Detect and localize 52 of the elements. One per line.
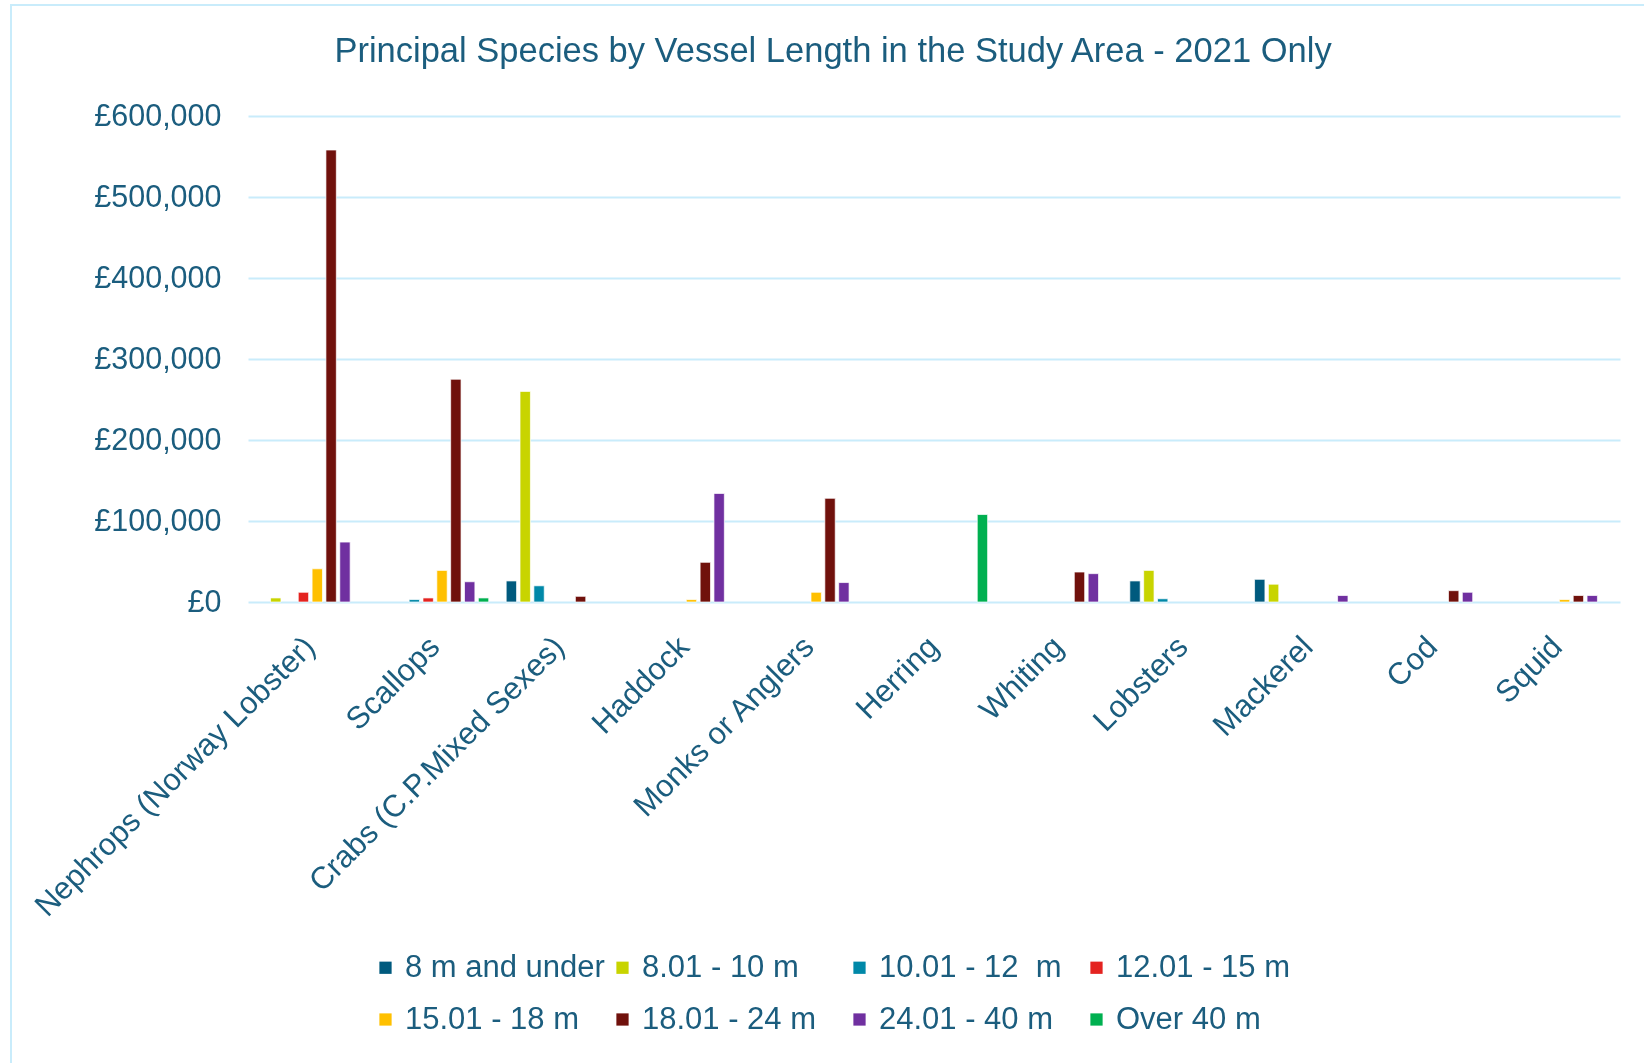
legend-label: 8 m and under [405,948,605,984]
bar [1129,580,1141,603]
bar [713,492,725,603]
bar [1586,595,1598,603]
bar [1087,573,1100,603]
bar [270,597,282,603]
bar [436,569,448,603]
bar [297,591,310,603]
y-tick-label: £400,000 [94,259,222,294]
legend-label: 10.01 - 12 m [879,948,1062,984]
bar [1157,598,1169,603]
bar [1572,595,1585,603]
bar [1073,571,1086,603]
bar [519,390,531,603]
bar [408,599,421,603]
bar [1337,595,1349,603]
bar [838,582,850,603]
bar [1254,578,1266,603]
y-tick-label: £600,000 [94,97,222,132]
bar [699,561,711,603]
bar [422,597,434,603]
bar [505,580,518,603]
bar [311,568,323,603]
legend-label: 8.01 - 10 m [642,948,799,984]
y-tick-label: £0 [187,583,222,618]
legend-label: 12.01 - 15 m [1116,948,1291,984]
y-tick-label: £100,000 [94,502,222,537]
legend-label: 15.01 - 18 m [405,1000,580,1036]
bar [1461,591,1474,603]
legend-label: Over 40 m [1116,1000,1261,1036]
y-tick-label: £300,000 [94,340,222,375]
bar [574,595,587,603]
y-tick-label: £200,000 [94,421,222,456]
bar [810,591,822,603]
x-tick-label: Cod [1379,629,1445,695]
bar [1558,599,1571,603]
bar [976,514,989,603]
bar [477,597,490,603]
bar [325,149,337,603]
bar [1447,590,1460,603]
bar [339,541,351,603]
bar [685,599,698,603]
legend-label: 18.01 - 24 m [642,1000,817,1036]
chart-title: Principal Species by Vessel Length in the Study Area - 2021 Only [334,30,1333,69]
y-tick-label: £500,000 [94,178,222,213]
bar [1267,583,1280,603]
bar [533,585,545,603]
legend-label: 24.01 - 40 m [879,1000,1054,1036]
bar [824,497,836,603]
bar [1143,569,1155,603]
bar [450,378,462,603]
bar [464,581,476,603]
